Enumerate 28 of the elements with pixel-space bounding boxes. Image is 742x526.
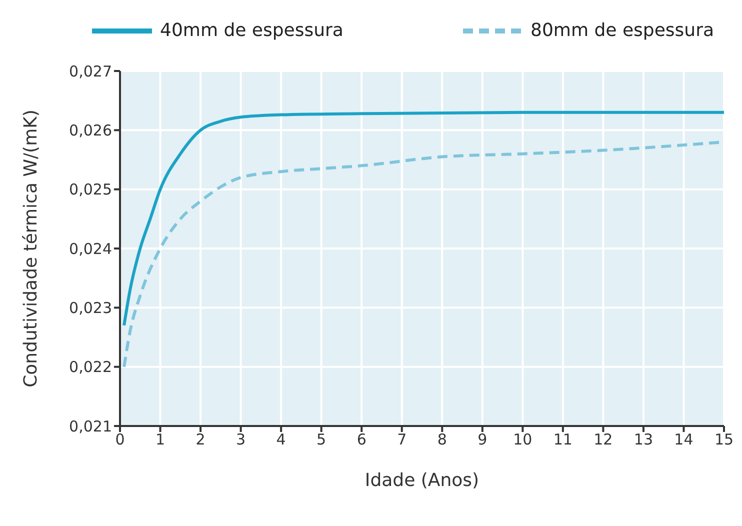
x-tick-label: 14 (674, 430, 694, 449)
legend-label: 40mm de espessura (159, 20, 344, 41)
x-tick-label: 0 (115, 430, 125, 449)
y-axis-title: Condutividade térmica W/(mK) (20, 110, 42, 388)
x-tick-label: 2 (196, 430, 206, 449)
x-tick-label: 12 (594, 430, 613, 449)
y-tick-label: 0,022 (69, 358, 112, 376)
y-tick-label: 0,023 (69, 298, 112, 317)
y-tick-label: 0,021 (69, 417, 112, 436)
x-tick-label: 4 (276, 430, 286, 449)
y-tick-label: 0,024 (69, 240, 112, 258)
x-tick-label: 7 (397, 430, 407, 449)
x-tick-label: 5 (316, 430, 326, 449)
x-tick-label: 9 (478, 430, 488, 449)
x-tick-label: 11 (553, 430, 572, 449)
x-tick-label: 6 (356, 430, 366, 449)
legend-label: 80mm de espessura (530, 20, 714, 41)
x-tick-label: 1 (155, 430, 166, 449)
x-tick-label: 13 (634, 430, 654, 449)
x-tick-label: 10 (513, 430, 532, 449)
x-tick-label: 3 (236, 430, 246, 449)
y-tick-label: 0,025 (69, 180, 112, 199)
x-tick-label: 15 (714, 430, 734, 449)
y-tick-label: 0,027 (69, 62, 112, 80)
y-tick-label: 0,026 (69, 121, 112, 140)
x-tick-label: 8 (437, 430, 447, 449)
line-series (122, 110, 724, 327)
x-axis-title: Idade (Anos) (364, 470, 480, 491)
